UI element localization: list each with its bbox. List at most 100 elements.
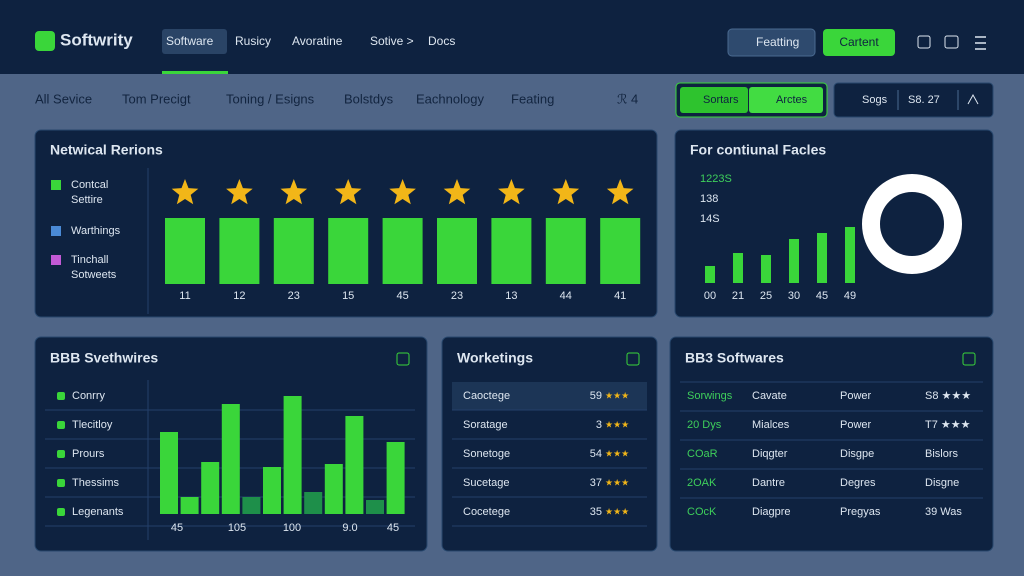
row-highlight — [452, 382, 647, 410]
panel-icon[interactable] — [626, 352, 640, 366]
logo-icon — [35, 31, 55, 51]
bar — [324, 464, 343, 514]
search-box[interactable] — [833, 82, 994, 118]
row-score: 54 — [590, 448, 602, 460]
legend-label: Thessims — [72, 477, 120, 489]
primary-button[interactable] — [823, 29, 895, 56]
legend-icon — [57, 450, 65, 458]
panel — [441, 336, 658, 552]
legend-label: Legenants — [72, 506, 124, 518]
table-cell: Diqgter — [752, 448, 788, 460]
row-name: Sucetage — [463, 477, 509, 489]
bar — [705, 266, 715, 283]
table-cell: Power — [840, 419, 872, 431]
bar-label: 11 — [179, 290, 190, 302]
bar — [221, 404, 240, 514]
bar-label: 25 — [760, 290, 772, 302]
tab[interactable]: Toning / Esigns — [226, 91, 315, 106]
bar-label: 45 — [387, 522, 399, 534]
table-cell: Dantre — [752, 477, 785, 489]
panel-icon[interactable] — [396, 352, 410, 366]
bar-label: 13 — [505, 290, 517, 302]
tab[interactable]: ℛ 4 — [617, 91, 638, 106]
bar — [386, 442, 405, 514]
bar — [328, 218, 369, 284]
row-score: 3 — [596, 419, 602, 431]
panel-icon[interactable] — [962, 352, 976, 366]
table-cell: 39 Was — [925, 506, 962, 518]
panel-title: Worketings — [457, 350, 533, 366]
active-underline — [162, 71, 228, 74]
table-cell: Disgpe — [840, 448, 874, 460]
bar-label: 100 — [283, 522, 301, 534]
table-cell: 2OAK — [687, 477, 717, 489]
star-icon — [334, 179, 362, 205]
panel-title: Netwical Rerions — [50, 142, 163, 158]
legend-label: Prours — [72, 448, 105, 460]
bar-label: 44 — [560, 290, 572, 302]
nav-item[interactable]: Sotive > — [370, 34, 414, 48]
search-label: Sogs — [862, 94, 888, 106]
table-cell: T7 ★★★ — [925, 419, 971, 431]
bar-label: 30 — [788, 290, 800, 302]
legend-icon — [51, 180, 61, 190]
bar — [491, 218, 532, 284]
star-icon — [389, 179, 416, 205]
tab[interactable]: Bolstdys — [344, 91, 394, 106]
toggle[interactable] — [749, 87, 823, 113]
stat: 138 — [700, 193, 718, 205]
bar — [201, 462, 220, 514]
bar-label: 21 — [732, 290, 744, 302]
nav-item[interactable]: Software — [166, 34, 214, 48]
bar-label: 9.0 — [342, 522, 357, 534]
legend-label: Tlecitloy — [72, 419, 113, 431]
legend-label: Warthings — [71, 225, 121, 237]
nav-item[interactable]: Docs — [428, 34, 455, 48]
dropdown[interactable] — [727, 28, 816, 57]
logo: Softwrity — [60, 30, 133, 49]
tab[interactable]: Eachnology — [416, 91, 484, 106]
bar-label: 105 — [228, 522, 246, 534]
star-icon — [606, 179, 634, 205]
bar — [219, 218, 260, 284]
bar-label: 12 — [233, 290, 245, 302]
row-stars: ★★★ — [605, 477, 629, 487]
tab[interactable]: All Sevice — [35, 91, 92, 106]
legend-icon — [57, 392, 65, 400]
row-name: Caoctege — [463, 390, 510, 402]
bar — [437, 218, 477, 284]
bar-label: 45 — [396, 290, 408, 302]
tab[interactable]: Tom Precigt — [122, 91, 191, 106]
icon[interactable] — [944, 35, 959, 49]
table-cell: Sorwings — [687, 390, 733, 402]
nav-item[interactable]: Avoratine — [292, 34, 343, 48]
dropdown-label: Featting — [756, 35, 799, 49]
bar — [366, 500, 384, 514]
bar-label: 15 — [342, 290, 354, 302]
row-score: 35 — [590, 506, 602, 518]
bar-label: 23 — [451, 290, 463, 302]
button-label: Cartent — [839, 35, 879, 49]
nav-item[interactable]: Rusicy — [235, 34, 271, 48]
star-icon — [226, 179, 253, 205]
table-cell: Diagpre — [752, 506, 791, 518]
bar — [160, 432, 178, 514]
row-name: Sonetoge — [463, 448, 510, 460]
search-value: S8. 27 — [908, 94, 940, 106]
legend-icon — [57, 479, 65, 487]
panel-title: BB3 Softwares — [685, 350, 784, 366]
icon[interactable] — [917, 35, 931, 49]
table-cell: S8 ★★★ — [925, 390, 971, 402]
tab[interactable]: Feating — [511, 91, 554, 106]
legend-label: Tinchall — [71, 254, 109, 266]
bar-label: 45 — [816, 290, 828, 302]
bar — [733, 253, 743, 283]
legend-icon — [57, 508, 65, 516]
stat: 14S — [700, 213, 720, 225]
arrow-icon[interactable] — [967, 93, 979, 105]
panel-title: BBB Svethwires — [50, 350, 158, 366]
bar — [283, 396, 302, 514]
row-score: 59 — [590, 390, 602, 402]
toggle[interactable] — [680, 87, 748, 113]
